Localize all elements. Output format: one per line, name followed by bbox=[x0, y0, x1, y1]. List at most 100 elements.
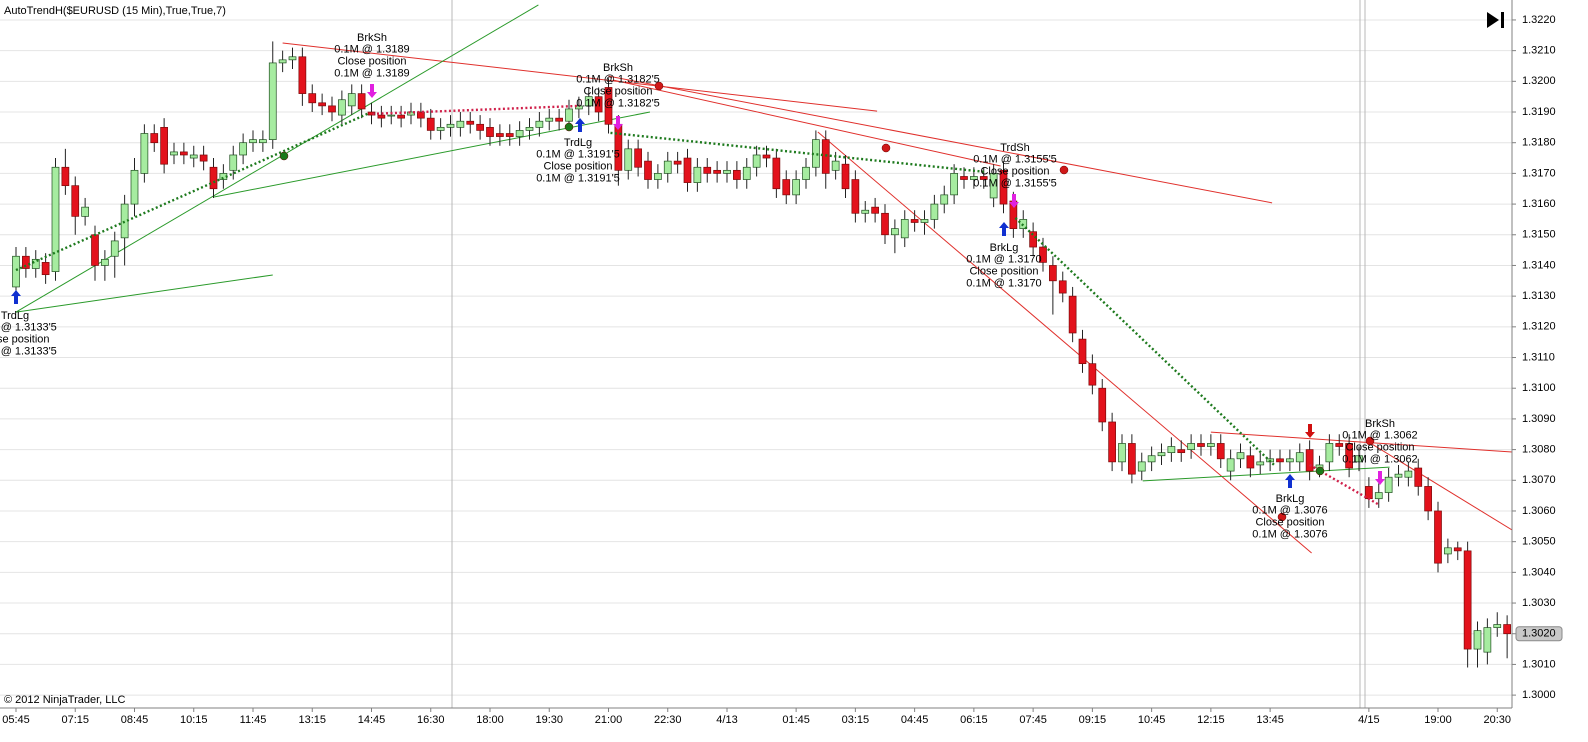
trend-touch-point bbox=[279, 151, 289, 161]
y-tick-label: 1.3060 bbox=[1522, 505, 1556, 517]
y-tick-label: 1.3090 bbox=[1522, 413, 1556, 425]
candle-body-up bbox=[1118, 443, 1126, 463]
x-tick-label: 13:45 bbox=[1256, 714, 1284, 726]
x-tick-label: 07:15 bbox=[61, 714, 89, 726]
annotation-text: 0.1M @ 1.3133'5 bbox=[0, 322, 57, 334]
candle-body-down bbox=[22, 255, 30, 269]
short-entry-arrow bbox=[1305, 424, 1315, 438]
candle-body-down bbox=[733, 169, 741, 180]
candle-body-up bbox=[1157, 452, 1166, 457]
trailing-stop-line bbox=[1014, 217, 1275, 466]
candle-body-down bbox=[683, 157, 692, 183]
grid-layer bbox=[0, 19, 1512, 696]
candle-body-up bbox=[120, 203, 129, 239]
trailing-stop-line bbox=[15, 111, 371, 272]
candle-body-up bbox=[1483, 627, 1492, 653]
candle-body-down bbox=[1088, 363, 1097, 386]
last-price-label: 1.3020 bbox=[1522, 628, 1556, 640]
candle-body-down bbox=[1305, 449, 1314, 472]
trend-touch-point bbox=[564, 122, 574, 132]
x-tick-label: 19:30 bbox=[535, 714, 563, 726]
candle-body-down bbox=[1029, 231, 1037, 248]
trend-line bbox=[817, 131, 1312, 554]
trend-touch-point bbox=[881, 143, 891, 153]
y-tick-label: 1.3200 bbox=[1522, 75, 1556, 87]
candle-body-up bbox=[1147, 455, 1156, 463]
x-tick-label: 04:45 bbox=[901, 714, 929, 726]
candle-body-down bbox=[71, 185, 80, 217]
annotation-text: 0.1M @ 1.3182'5 bbox=[576, 74, 660, 86]
candle-body-down bbox=[209, 166, 218, 190]
candle-body-down bbox=[555, 117, 563, 122]
annotation-text: 0.1M @ 1.3170 bbox=[966, 277, 1041, 289]
candle-body-down bbox=[318, 102, 326, 107]
go-to-end-icon[interactable] bbox=[1487, 12, 1499, 28]
x-tick-label: 07:45 bbox=[1019, 714, 1047, 726]
candle-body-down bbox=[41, 262, 50, 276]
candle-body-up bbox=[1374, 492, 1383, 500]
candle-body-up bbox=[1256, 461, 1265, 466]
annotation-text: 0.1M @ 1.3182'5 bbox=[576, 97, 660, 109]
candle-body-down bbox=[466, 120, 475, 125]
candle-body-down bbox=[505, 133, 514, 137]
axis-layer: 1.3000 1.3010 1.3020 1.3030 1.3040 1.3050 1.30… bbox=[2, 14, 1563, 726]
x-tick-label: 12:15 bbox=[1197, 714, 1225, 726]
candle-body-up bbox=[940, 194, 949, 205]
annotation-text: Close position bbox=[969, 266, 1038, 278]
candle-body-down bbox=[1246, 455, 1255, 469]
go-to-end-button[interactable] bbox=[1487, 12, 1504, 28]
candle-body-up bbox=[1295, 452, 1304, 463]
candle-body-down bbox=[1058, 280, 1067, 294]
annotation-text: BrkLg bbox=[990, 242, 1019, 254]
candle-body-down bbox=[1078, 338, 1087, 365]
candle-body-down bbox=[1276, 458, 1284, 463]
candle-body-up bbox=[930, 203, 939, 220]
x-tick-label: 06:15 bbox=[960, 714, 988, 726]
annotation-text: 0.1M @ 1.3189 bbox=[334, 44, 409, 56]
y-tick-label: 1.3140 bbox=[1522, 259, 1556, 271]
candle-body-down bbox=[851, 179, 860, 214]
candle-body-up bbox=[624, 148, 633, 171]
x-tick-label: 11:45 bbox=[240, 714, 267, 726]
annotation-text: 0.1M @ 1.3191'5 bbox=[536, 172, 620, 184]
x-tick-label: 21:00 bbox=[595, 714, 623, 726]
annotation-text: Close position bbox=[980, 166, 1049, 178]
candle-body-up bbox=[535, 120, 544, 128]
annotation-text: 0.1M @ 1.3076 bbox=[1252, 505, 1327, 517]
candle-body-up bbox=[446, 123, 455, 128]
candle-body-down bbox=[357, 93, 366, 110]
x-tick-label: 03:15 bbox=[842, 714, 870, 726]
short-entry-arrow bbox=[1009, 194, 1019, 208]
candle-body-down bbox=[1128, 443, 1136, 475]
candle-body-up bbox=[950, 173, 958, 196]
candle-body-up bbox=[1355, 455, 1363, 463]
candle-body-up bbox=[1444, 547, 1452, 555]
annotation-text: Close position bbox=[337, 56, 406, 68]
annotation-text: TrdLg bbox=[1, 310, 29, 322]
candle-body-down bbox=[397, 114, 405, 119]
signal-markers bbox=[11, 81, 1385, 522]
annotation-text: Close position bbox=[583, 86, 652, 98]
y-tick-label: 1.3130 bbox=[1522, 290, 1556, 302]
candle-body-up bbox=[1493, 624, 1502, 628]
x-tick-label: 08:45 bbox=[121, 714, 149, 726]
y-tick-label: 1.3070 bbox=[1522, 474, 1556, 486]
candle-body-up bbox=[654, 173, 662, 180]
short-entry-arrow bbox=[1375, 471, 1385, 485]
trailing-stop-line bbox=[372, 104, 580, 116]
candle-body-down bbox=[1453, 547, 1462, 552]
y-tick-label: 1.3190 bbox=[1522, 106, 1556, 118]
candle-body-up bbox=[278, 59, 287, 64]
annotation-text: BrkLg bbox=[1276, 493, 1305, 505]
annotation-text: 0.1M @ 1.3076 bbox=[1252, 528, 1327, 540]
candle-body-down bbox=[1216, 443, 1225, 460]
go-to-end-bar[interactable] bbox=[1501, 12, 1504, 28]
x-tick-label: 10:15 bbox=[180, 714, 208, 726]
x-tick-label: 4/13 bbox=[716, 714, 737, 726]
annotation-text: TrdSh bbox=[1000, 142, 1030, 154]
candle-body-down bbox=[1434, 510, 1442, 564]
candle-body-up bbox=[259, 139, 267, 144]
